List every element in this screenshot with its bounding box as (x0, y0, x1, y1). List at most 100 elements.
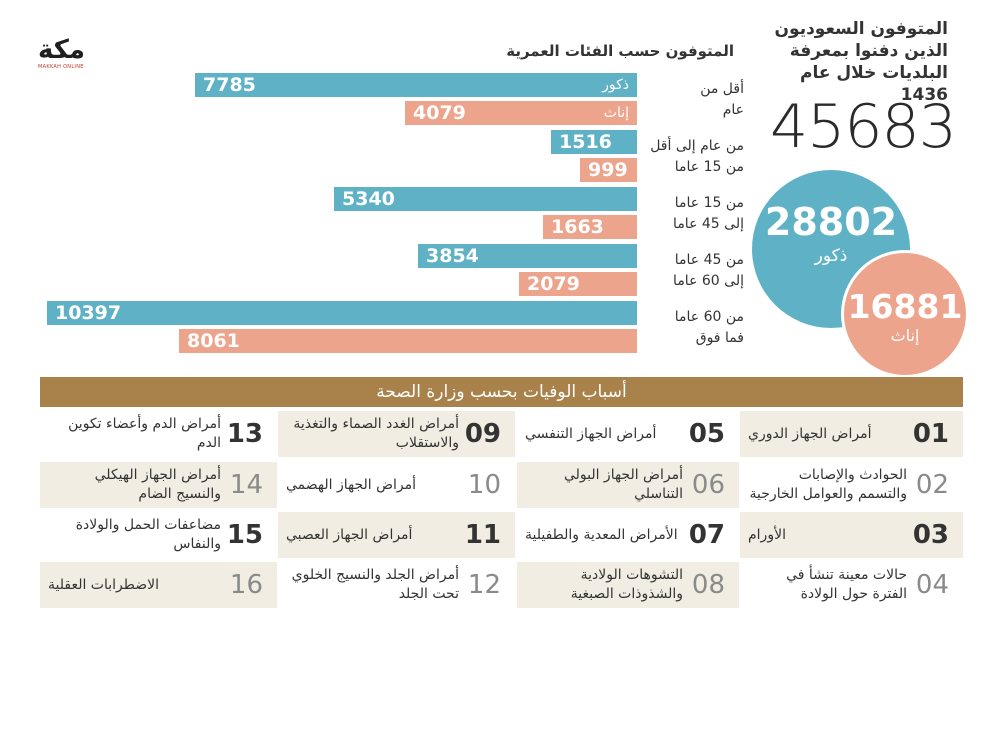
cause-item: 15 مضاعفات الحمل والولادة والنفاس (40, 512, 277, 558)
summary-title-line: البلديات خلال عام 1436 (800, 63, 948, 105)
age-group-label-line: من 15 عاما (674, 159, 744, 175)
cause-number: 04 (915, 570, 949, 600)
cause-item: 04 حالات معينة تنشأ في الفترة حول الولادة (740, 562, 963, 608)
age-group-label-line: من 45 عاما (674, 252, 744, 268)
male-bar: 1516 (551, 130, 637, 154)
cause-number: 10 (467, 470, 501, 500)
females-label: إناث (890, 326, 920, 345)
cause-label: مضاعفات الحمل والولادة والنفاس (75, 517, 221, 552)
male-bar: 10397 (47, 301, 637, 325)
bar-value-label: 5340 (342, 188, 395, 210)
cause-label: أمراض الجهاز العصبي (286, 526, 413, 543)
cause-number: 15 (226, 520, 263, 550)
males-count: 28802 (764, 200, 898, 244)
females-count: 16881 (847, 287, 963, 326)
female-bar: 4079 إناث (405, 101, 637, 125)
age-group-label-line: من عام إلى أقل (650, 138, 744, 154)
summary-title-line: الذين دفنوا بمعرفة (789, 41, 948, 61)
cause-number: 11 (464, 520, 501, 550)
cause-label: الأورام (748, 526, 786, 543)
summary-title: المتوفون السعوديون الذين دفنوا بمعرفة ال… (752, 18, 948, 106)
cause-label: الحوادث والإصابات والتسمم والعوامل الخار… (749, 467, 907, 502)
bar-value-label: 8061 (187, 330, 240, 352)
males-label: ذكور (814, 246, 848, 266)
cause-item: 16 الاضطرابات العقلية (40, 562, 277, 608)
cause-number: 12 (467, 570, 501, 600)
age-group-label: من 60 عاما فما فوق (648, 307, 744, 349)
cause-number: 03 (912, 520, 949, 550)
cause-item: 03 الأورام (740, 512, 963, 558)
cause-item: 10 أمراض الجهاز الهضمي (278, 462, 515, 508)
cause-label: التشوهات الولادية والشذوذات الصبغية (570, 567, 683, 602)
logo-tagline: MAKKAH ONLINE (38, 64, 84, 70)
bar-value-label: 7785 (203, 74, 256, 96)
cause-item: 06 أمراض الجهاز البولي التناسلي (517, 462, 739, 508)
age-group-label-line: عام (722, 102, 744, 118)
age-group-label-line: من 60 عاما (674, 309, 744, 325)
bar-value-label: 999 (588, 159, 628, 181)
legend-label: إناث (603, 105, 629, 121)
cause-label: أمراض الجهاز التنفسي (525, 425, 657, 442)
cause-number: 09 (464, 419, 501, 449)
bar-value-label: 1516 (559, 131, 612, 153)
logo: مكة MAKKAH ONLINE (38, 36, 118, 70)
cause-number: 02 (915, 470, 949, 500)
cause-label: أمراض الجهاز الهيكلي والنسيج الضام (94, 467, 221, 502)
bar-value-label: 4079 (413, 102, 466, 124)
male-bar: 3854 (418, 244, 637, 268)
cause-number: 16 (229, 570, 263, 600)
bar-value-label: 2079 (527, 273, 580, 295)
cause-label: أمراض الجهاز الهضمي (286, 476, 417, 493)
bar-value-label: 10397 (55, 302, 122, 324)
female-bar: 2079 (519, 272, 637, 296)
cause-item: 13 أمراض الدم وأعضاء تكوين الدم (40, 411, 277, 457)
cause-label: حالات معينة تنشأ في الفترة حول الولادة (786, 567, 907, 602)
females-circle: 16881 إناث (841, 250, 969, 378)
summary-title-line: المتوفون السعوديون (774, 19, 948, 39)
chart-title: المتوفون حسب الفئات العمرية (506, 42, 734, 60)
cause-item: 11 أمراض الجهاز العصبي (278, 512, 515, 558)
total-deaths: 45683 (770, 92, 957, 162)
age-group-label: من 45 عاما إلى 60 عاما (648, 250, 744, 292)
logo-wordmark: مكة (38, 35, 85, 65)
age-group-label: أقل من عام (648, 79, 744, 121)
cause-item: 05 أمراض الجهاز التنفسي (517, 411, 739, 457)
age-group-label-line: أقل من (700, 81, 744, 97)
age-group-label-line: فما فوق (695, 330, 744, 346)
cause-number: 06 (691, 470, 725, 500)
cause-label: الأمراض المعدية والطفيلية (525, 526, 678, 543)
age-group-label-line: من 15 عاما (674, 195, 744, 211)
cause-item: 14 أمراض الجهاز الهيكلي والنسيج الضام (40, 462, 277, 508)
cause-number: 14 (229, 470, 263, 500)
cause-label: أمراض الغدد الصماء والتغذية والاستقلاب (293, 416, 459, 451)
cause-label: الاضطرابات العقلية (48, 576, 160, 593)
cause-item: 07 الأمراض المعدية والطفيلية (517, 512, 739, 558)
female-bar: 999 (580, 158, 637, 182)
cause-label: أمراض الجهاز البولي التناسلي (563, 467, 683, 502)
cause-item: 01 أمراض الجهاز الدوري (740, 411, 963, 457)
cause-number: 01 (912, 419, 949, 449)
causes-header: أسباب الوفيات بحسب وزارة الصحة (40, 377, 963, 407)
cause-item: 02 الحوادث والإصابات والتسمم والعوامل الخ… (740, 462, 963, 508)
cause-item: 09 أمراض الغدد الصماء والتغذية والاستقلاب (278, 411, 515, 457)
male-bar: 7785 ذكور (195, 73, 637, 97)
female-bar: 1663 (543, 215, 637, 239)
age-group-label: من عام إلى أقل من 15 عاما (648, 136, 744, 178)
male-bar: 5340 (334, 187, 637, 211)
bar-value-label: 1663 (551, 216, 604, 238)
age-group-label-line: إلى 45 عاما (673, 216, 744, 232)
female-bar: 8061 (179, 329, 637, 353)
cause-number: 05 (688, 419, 725, 449)
cause-number: 08 (691, 570, 725, 600)
cause-item: 12 أمراض الجلد والنسيج الخلوي تحت الجلد (278, 562, 515, 608)
bar-value-label: 3854 (426, 245, 479, 267)
cause-number: 07 (688, 520, 725, 550)
cause-item: 08 التشوهات الولادية والشذوذات الصبغية (517, 562, 739, 608)
legend-label: ذكور (602, 77, 629, 93)
cause-number: 13 (226, 419, 263, 449)
age-group-label-line: إلى 60 عاما (673, 273, 744, 289)
cause-label: أمراض الجهاز الدوري (748, 425, 872, 442)
cause-label: أمراض الدم وأعضاء تكوين الدم (68, 416, 221, 451)
cause-label: أمراض الجلد والنسيج الخلوي تحت الجلد (291, 567, 459, 602)
age-group-label: من 15 عاما إلى 45 عاما (648, 193, 744, 235)
